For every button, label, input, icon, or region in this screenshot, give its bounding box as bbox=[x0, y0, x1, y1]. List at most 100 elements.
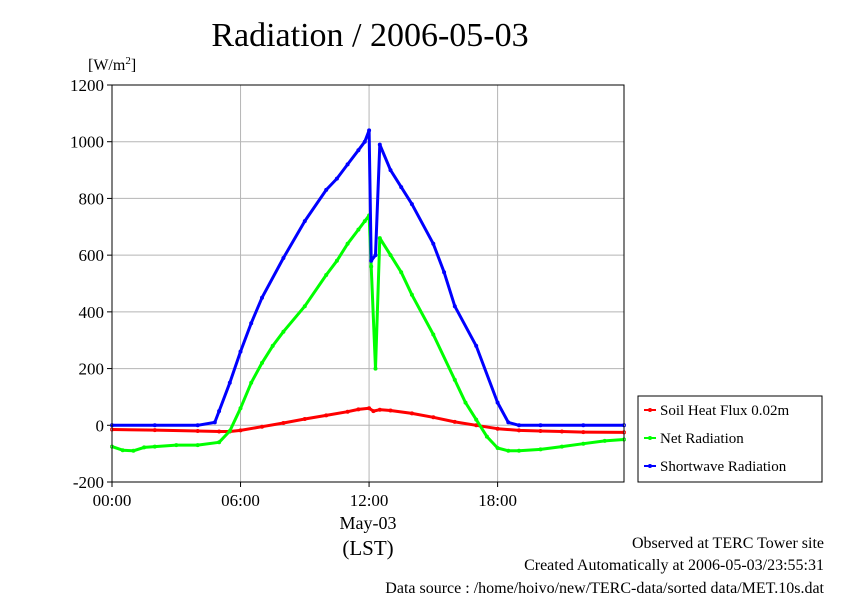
series-point bbox=[249, 380, 254, 385]
series-point bbox=[388, 168, 393, 173]
series-point bbox=[152, 444, 157, 449]
y-tick-label: 800 bbox=[79, 189, 105, 208]
series-point bbox=[559, 444, 564, 449]
x-axis-label: (LST) bbox=[342, 536, 393, 560]
series-point bbox=[152, 423, 157, 428]
series-point bbox=[195, 423, 200, 428]
y-axis-unit-label: [W/m2] bbox=[88, 55, 136, 74]
series-point bbox=[259, 295, 264, 300]
series-point bbox=[517, 448, 522, 453]
series-point bbox=[495, 445, 500, 450]
date-label: May-03 bbox=[340, 513, 397, 533]
series-point bbox=[302, 304, 307, 309]
series-point bbox=[142, 445, 147, 450]
series-point bbox=[195, 443, 200, 448]
series-point bbox=[281, 420, 286, 425]
legend-label: Shortwave Radiation bbox=[660, 459, 787, 475]
series-point bbox=[399, 270, 404, 275]
y-tick-label: -200 bbox=[73, 473, 104, 492]
footer-created: Created Automatically at 2006-05-03/23:5… bbox=[524, 557, 824, 574]
legend-marker bbox=[648, 464, 652, 468]
series-point bbox=[442, 270, 447, 275]
series-point bbox=[249, 321, 254, 326]
series-point bbox=[431, 415, 436, 420]
series-point bbox=[345, 241, 350, 246]
series-point bbox=[152, 428, 157, 433]
series-point bbox=[195, 428, 200, 433]
series-point bbox=[259, 360, 264, 365]
series-point bbox=[409, 411, 414, 416]
series-point bbox=[474, 423, 479, 428]
series-point bbox=[495, 400, 500, 405]
series-point bbox=[369, 258, 374, 263]
series-line-2 bbox=[112, 128, 624, 427]
series-point bbox=[367, 406, 372, 411]
series-point bbox=[356, 227, 361, 232]
series-line-1 bbox=[111, 213, 625, 453]
series-point bbox=[334, 176, 339, 181]
series-point bbox=[431, 241, 436, 246]
series-point bbox=[356, 407, 361, 412]
series-point bbox=[302, 416, 307, 421]
series-point bbox=[409, 202, 414, 207]
x-tick-label: 06:00 bbox=[221, 491, 260, 510]
y-axis-ticks: -200 0 200 400 600 800 1000 1200 bbox=[70, 76, 112, 492]
series-point bbox=[324, 272, 329, 277]
series-point bbox=[362, 219, 367, 224]
series-point bbox=[259, 424, 264, 429]
series-point bbox=[377, 407, 382, 412]
series-point bbox=[324, 187, 329, 192]
legend-marker bbox=[648, 408, 652, 412]
series-point bbox=[356, 148, 361, 153]
legend-label: Soil Heat Flux 0.02m bbox=[660, 403, 790, 419]
y-tick-label: 200 bbox=[79, 360, 105, 379]
series-point bbox=[227, 380, 232, 385]
series-point bbox=[399, 185, 404, 190]
series-point bbox=[345, 409, 350, 414]
y-tick-label: 400 bbox=[79, 303, 105, 322]
legend-box bbox=[637, 395, 823, 483]
series-point bbox=[581, 430, 586, 435]
series-point bbox=[238, 428, 243, 433]
chart-title: Radiation / 2006-05-03 bbox=[211, 17, 528, 54]
series-point bbox=[377, 142, 382, 147]
series-point bbox=[538, 423, 543, 428]
series-point bbox=[131, 448, 136, 453]
series-point bbox=[517, 428, 522, 433]
footer-source: Data source : /home/hoivo/new/TERC-data/… bbox=[385, 580, 824, 597]
series-point bbox=[409, 292, 414, 297]
legend-marker bbox=[648, 436, 652, 440]
x-axis-ticks: 00:00 06:00 12:00 18:00 bbox=[93, 482, 517, 510]
series-point bbox=[371, 409, 376, 414]
series-point bbox=[217, 429, 222, 434]
series-point bbox=[452, 377, 457, 382]
x-tick-label: 12:00 bbox=[350, 491, 389, 510]
y-tick-label: 1200 bbox=[70, 76, 104, 95]
series-point bbox=[506, 420, 511, 425]
series-point bbox=[345, 162, 350, 167]
series-point bbox=[538, 447, 543, 452]
series-point bbox=[281, 255, 286, 260]
series-point bbox=[495, 426, 500, 431]
y-tick-label: 1000 bbox=[70, 133, 104, 152]
series-point bbox=[538, 428, 543, 433]
series-point bbox=[362, 139, 367, 144]
series-point bbox=[217, 409, 222, 414]
series-point bbox=[581, 441, 586, 446]
x-tick-label: 18:00 bbox=[478, 491, 517, 510]
footer-observed: Observed at TERC Tower site bbox=[631, 535, 824, 552]
legend: Soil Heat Flux 0.02m Net Radiation Shortwa… bbox=[637, 395, 823, 483]
series-point bbox=[602, 438, 607, 443]
series-point bbox=[506, 448, 511, 453]
series-point bbox=[281, 329, 286, 334]
series-point bbox=[369, 264, 374, 269]
legend-label: Net Radiation bbox=[660, 431, 744, 447]
series-point bbox=[302, 219, 307, 224]
series-point bbox=[474, 417, 479, 422]
series-point bbox=[373, 366, 378, 371]
series-point bbox=[581, 423, 586, 428]
series-point bbox=[388, 253, 393, 258]
series-point bbox=[517, 423, 522, 428]
series-point bbox=[324, 413, 329, 418]
